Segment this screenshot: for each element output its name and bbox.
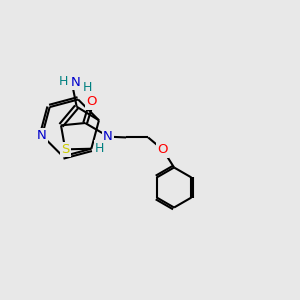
Text: S: S xyxy=(61,143,69,156)
Text: H: H xyxy=(82,81,92,94)
Text: H: H xyxy=(59,75,68,88)
Text: O: O xyxy=(86,95,97,108)
Text: N: N xyxy=(37,129,47,142)
Text: N: N xyxy=(103,130,113,143)
Text: H: H xyxy=(95,142,104,154)
Text: O: O xyxy=(158,143,168,156)
Text: N: N xyxy=(71,76,81,89)
